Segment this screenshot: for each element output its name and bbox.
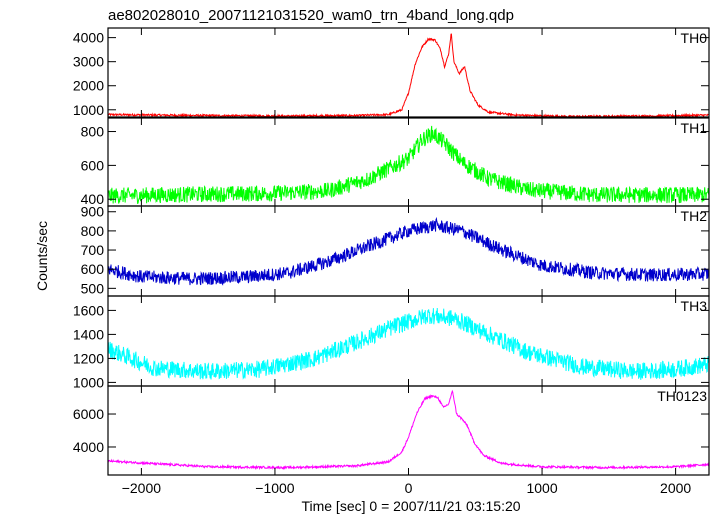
panel-frame bbox=[107, 27, 710, 118]
y-tick-label: 1000 bbox=[73, 374, 104, 390]
y-tick-label: 3000 bbox=[73, 54, 104, 70]
panel-th0: 1000 2000 3000 4000 TH0 bbox=[73, 27, 710, 118]
panel-th3: 1000 1200 1400 1600 TH3 bbox=[73, 295, 710, 390]
y-tick-label: 800 bbox=[81, 124, 105, 140]
series-line-th0 bbox=[108, 33, 709, 117]
y-tick-label: 800 bbox=[81, 223, 105, 239]
y-tick-label: 1200 bbox=[73, 350, 104, 366]
y-tick-label: 1400 bbox=[73, 326, 104, 342]
y-tick-label: 6000 bbox=[73, 406, 104, 422]
x-tick-label: −1000 bbox=[255, 480, 295, 496]
x-tick-label: −2000 bbox=[122, 480, 162, 496]
y-tick-label: 600 bbox=[81, 261, 105, 277]
panel-frame bbox=[107, 385, 710, 476]
panel-label: TH1 bbox=[681, 120, 708, 136]
x-tick-label: 1000 bbox=[526, 480, 557, 496]
y-tick-label: 600 bbox=[81, 157, 105, 173]
panel-frame bbox=[107, 205, 710, 297]
series-line-th1 bbox=[108, 125, 709, 205]
y-tick-label: 400 bbox=[81, 191, 105, 207]
panel-label: TH2 bbox=[681, 208, 708, 224]
x-tick-label: 0 bbox=[405, 480, 413, 496]
y-tick-label: 500 bbox=[81, 280, 105, 296]
x-tick-label: 2000 bbox=[660, 480, 691, 496]
y-tick-label: 4000 bbox=[73, 30, 104, 46]
y-tick-label: 700 bbox=[81, 242, 105, 258]
x-axis-label: Time [sec] 0 = 2007/11/21 03:15:20 bbox=[301, 498, 520, 514]
series-line-th0123 bbox=[108, 389, 709, 471]
panel-label: TH0123 bbox=[657, 388, 707, 404]
y-tick-label: 1000 bbox=[73, 102, 104, 118]
y-tick-label: 900 bbox=[81, 204, 105, 220]
chart-title: ae802028010_20071121031520_wam0_trn_4ban… bbox=[108, 7, 514, 24]
panel-th2: 500 600 700 800 900 TH2 bbox=[81, 204, 710, 297]
y-tick-label: 4000 bbox=[73, 439, 104, 455]
y-tick-label: 1600 bbox=[73, 302, 104, 318]
series-line-th2 bbox=[108, 216, 709, 286]
panels-group: 1000 2000 3000 4000 TH0 400 600 800 TH1 500 600 700… bbox=[73, 27, 710, 496]
panel-label: TH0 bbox=[681, 30, 708, 46]
series-line-th3 bbox=[108, 308, 709, 380]
panel-th0123: 4000 6000 TH0123 bbox=[73, 385, 710, 476]
panel-label: TH3 bbox=[681, 298, 708, 314]
y-axis-label: Counts/sec bbox=[34, 221, 50, 291]
y-tick-label: 2000 bbox=[73, 78, 104, 94]
panel-th1: 400 600 800 TH1 bbox=[81, 117, 710, 207]
